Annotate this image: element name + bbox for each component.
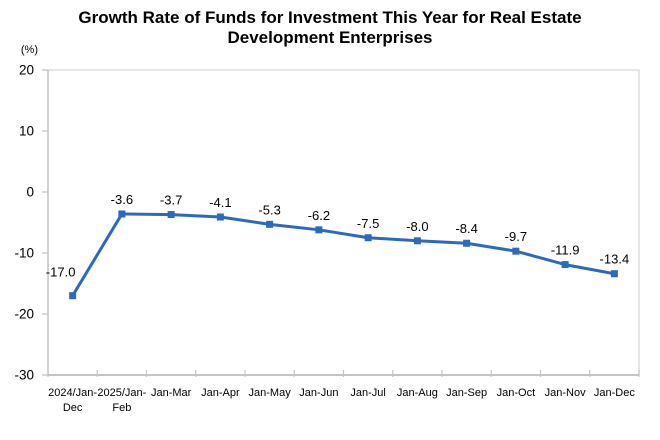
x-tick-label: Jan-Mar bbox=[151, 387, 192, 399]
series-line bbox=[71, 212, 615, 297]
data-point-marker bbox=[266, 220, 274, 228]
y-tick-label: -10 bbox=[14, 246, 34, 261]
data-point-marker bbox=[610, 270, 618, 278]
y-tick-label: -30 bbox=[14, 368, 34, 383]
data-point-marker bbox=[315, 226, 323, 234]
chart-title: Growth Rate of Funds for Investment This… bbox=[78, 8, 582, 47]
data-series bbox=[69, 210, 618, 300]
y-axis-unit-label: (%) bbox=[20, 44, 38, 56]
data-point-marker bbox=[118, 210, 126, 218]
data-point-marker bbox=[561, 261, 569, 269]
data-point-label: -3.7 bbox=[160, 193, 182, 208]
x-tick-label: Jan-Nov bbox=[545, 387, 586, 399]
data-point-label: -9.7 bbox=[505, 229, 527, 244]
y-tick-label: 0 bbox=[26, 185, 34, 200]
data-point-label: -4.1 bbox=[209, 195, 231, 210]
data-point-marker bbox=[167, 211, 175, 219]
x-tick-label: 2025/Jan-Feb bbox=[97, 387, 146, 414]
x-tick-label: Jan-Jun bbox=[299, 387, 338, 399]
data-point-marker bbox=[216, 213, 224, 221]
data-point-label: -17.0 bbox=[46, 265, 76, 280]
x-tick-label: Jan-Oct bbox=[497, 387, 536, 399]
data-point-label: -6.2 bbox=[308, 208, 330, 223]
data-point-label: -7.5 bbox=[357, 216, 379, 231]
data-point-label: -13.4 bbox=[600, 252, 630, 267]
x-tick-label: Jan-Jul bbox=[350, 387, 385, 399]
data-point-marker bbox=[413, 237, 421, 245]
y-axis: 20 10 0 -10 -20 -30 bbox=[14, 63, 49, 383]
plot-border bbox=[47, 69, 640, 376]
data-point-marker bbox=[463, 239, 471, 247]
x-tick-label: Jan-Apr bbox=[201, 387, 240, 399]
x-tick-label: Jan-Sep bbox=[446, 387, 487, 399]
data-point-marker bbox=[69, 292, 77, 300]
data-point-marker bbox=[364, 234, 372, 242]
data-point-label: -11.9 bbox=[551, 243, 580, 258]
y-tick-label: 10 bbox=[19, 124, 34, 139]
data-point-label: -3.6 bbox=[111, 192, 133, 207]
x-tick-label: Jan-Dec bbox=[594, 387, 635, 399]
data-point-label: -5.3 bbox=[258, 202, 280, 217]
x-tick-label: 2024/Jan-Dec bbox=[48, 387, 97, 414]
data-point-marker bbox=[512, 247, 520, 255]
x-tick-label: Jan-May bbox=[249, 387, 292, 399]
data-labels: -17.0 -3.6 -3.7 -4.1 -5.3 -6.2 -7.5 -8.0 -8.4 -9.… bbox=[46, 192, 629, 280]
y-tick-label: -20 bbox=[14, 307, 34, 322]
data-point-label: -8.0 bbox=[406, 219, 428, 234]
x-tick-label: Jan-Aug bbox=[397, 387, 438, 399]
y-tick-label: 20 bbox=[19, 63, 34, 78]
data-point-label: -8.4 bbox=[455, 221, 477, 236]
